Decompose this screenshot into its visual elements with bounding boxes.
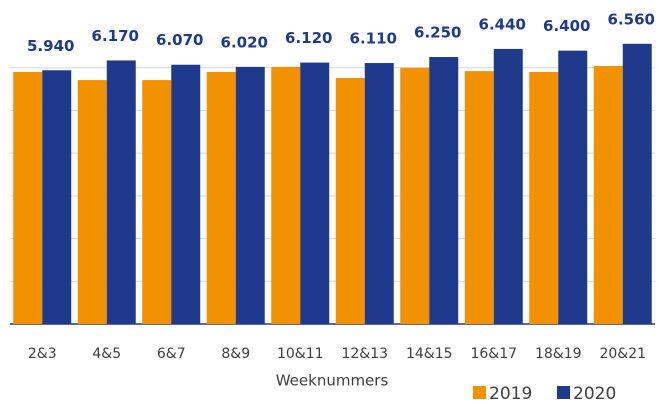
bar: [77, 80, 107, 324]
legend-label: 2019: [489, 384, 532, 404]
bar: [271, 66, 301, 325]
bar: [400, 67, 430, 324]
bar: [300, 62, 330, 325]
bar: [464, 71, 494, 324]
data-label: 6.120: [285, 29, 332, 47]
bar: [142, 80, 172, 324]
x-tick-label: 2&3: [28, 346, 57, 362]
x-axis-label: Weeknummers: [276, 372, 389, 390]
data-label: 6.170: [92, 27, 139, 45]
x-tick-label: 14&15: [406, 346, 453, 362]
data-label: 6.560: [608, 10, 655, 28]
bar: [106, 60, 136, 325]
x-tick-label: 10&11: [277, 346, 324, 362]
x-tick-label: 20&21: [599, 346, 646, 362]
data-label: 6.250: [414, 24, 461, 42]
bar: [335, 77, 365, 324]
legend-swatch: [557, 386, 570, 399]
bar: [622, 43, 652, 325]
x-tick-label: 18&19: [535, 346, 582, 362]
bar: [558, 50, 588, 324]
data-label: 6.110: [350, 30, 397, 48]
x-tick-label: 12&13: [341, 346, 388, 362]
bar: [493, 48, 523, 325]
data-label: 6.070: [156, 31, 203, 49]
data-label: 6.020: [221, 33, 268, 51]
bar: [171, 64, 201, 324]
bar: [364, 63, 394, 324]
bar: [13, 71, 43, 324]
bar: [593, 66, 623, 325]
bar: [42, 70, 72, 324]
x-tick-label: 16&17: [470, 346, 517, 362]
data-label: 6.440: [479, 15, 526, 33]
legend-label: 2020: [573, 384, 616, 404]
bar: [235, 66, 265, 325]
data-label: 5.940: [27, 37, 74, 55]
x-tick-label: 6&7: [157, 346, 186, 362]
bar: [529, 71, 559, 324]
legend-swatch: [473, 386, 486, 399]
data-label: 6.400: [543, 17, 590, 35]
bar: [429, 57, 459, 325]
bar: [206, 71, 236, 324]
x-tick-label: 8&9: [221, 346, 250, 362]
x-tick-label: 4&5: [92, 346, 121, 362]
